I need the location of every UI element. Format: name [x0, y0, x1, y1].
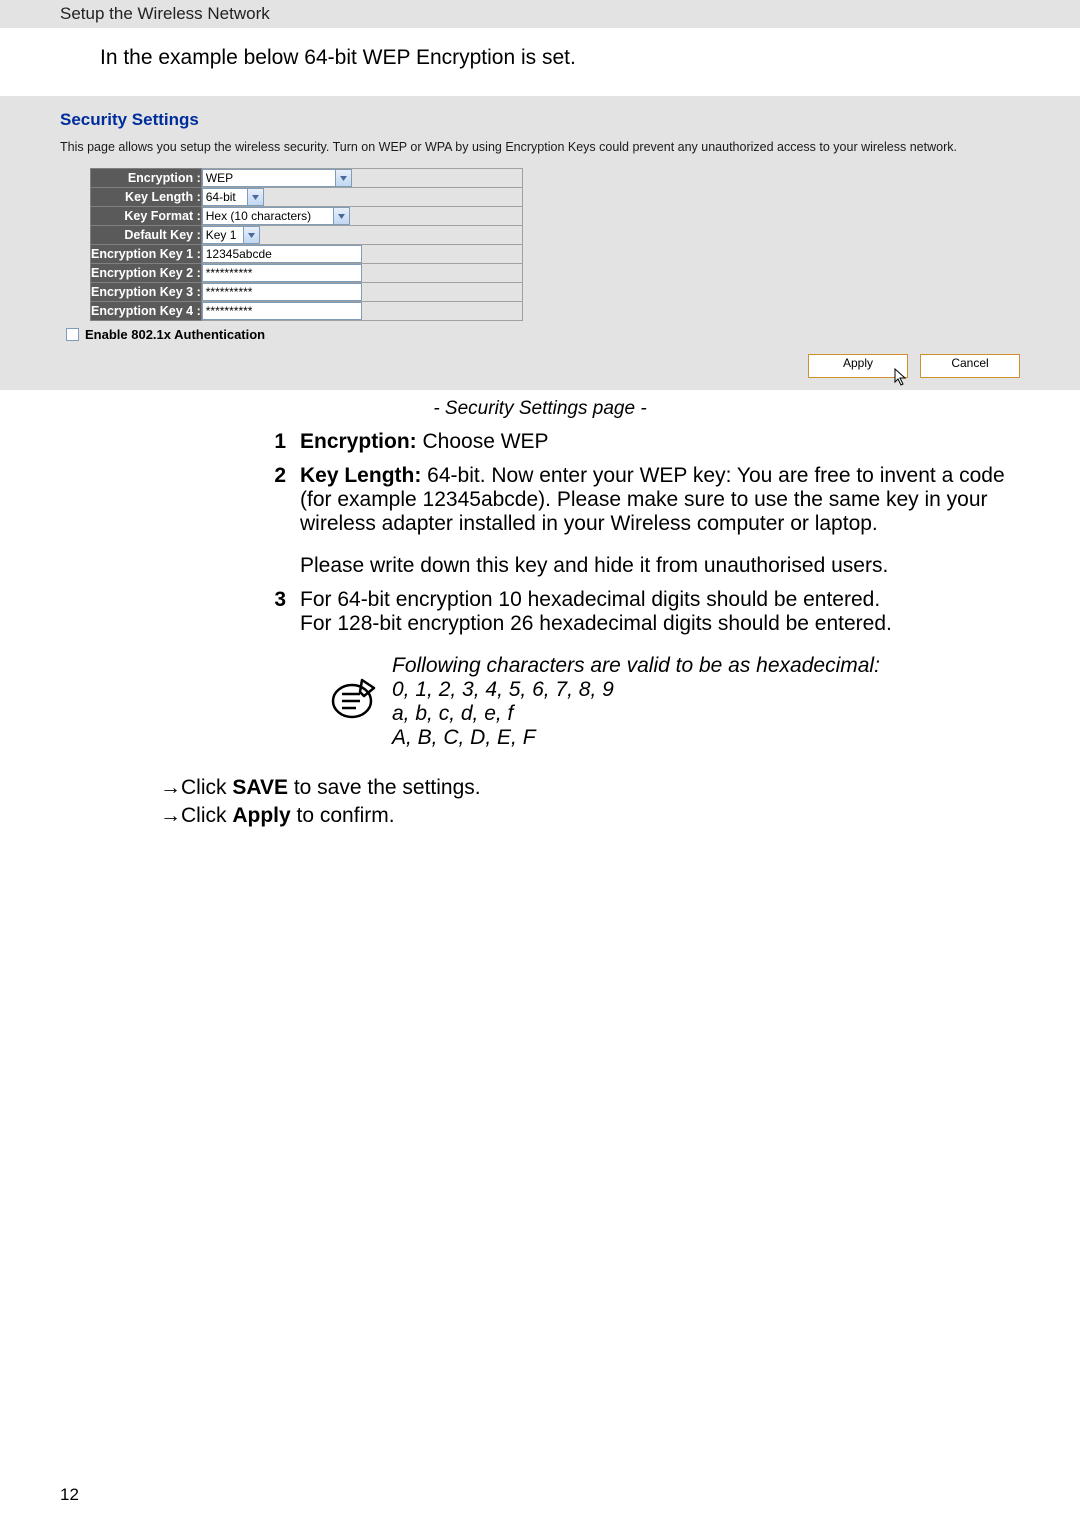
instruction-steps: 1Encryption: Choose WEP 2Key Length: 64-b…	[60, 430, 1020, 636]
settings-form: Encryption :WEPKey Length :64-bitKey For…	[90, 168, 523, 321]
action-line-0: →Click SAVE to save the settings.	[160, 776, 1020, 800]
apply-button-label: Apply	[843, 356, 873, 370]
button-row: Apply Cancel	[60, 346, 1020, 382]
form-label-6: Encryption Key 3 :	[91, 283, 202, 302]
select-0[interactable]: WEP	[202, 169, 352, 187]
enable-8021x-checkbox[interactable]	[66, 328, 79, 341]
input-5[interactable]: **********	[202, 264, 362, 282]
form-label-5: Encryption Key 2 :	[91, 264, 202, 283]
step-1: 1Encryption: Choose WEP	[270, 430, 1020, 454]
input-4[interactable]: 12345abcde	[202, 245, 362, 263]
note-icon	[330, 654, 376, 726]
select-1[interactable]: 64-bit	[202, 188, 264, 206]
hex-note: Following characters are valid to be as …	[330, 654, 1020, 750]
input-7[interactable]: **********	[202, 302, 362, 320]
security-settings-title: Security Settings	[60, 106, 1020, 140]
form-label-7: Encryption Key 4 :	[91, 302, 202, 321]
form-label-3: Default Key :	[91, 226, 202, 245]
security-settings-description: This page allows you setup the wireless …	[60, 140, 1020, 168]
form-value-0: WEP	[201, 169, 522, 188]
note-text: Following characters are valid to be as …	[392, 654, 880, 750]
enable-8021x-label: Enable 802.1x Authentication	[85, 327, 265, 342]
form-label-4: Encryption Key 1 :	[91, 245, 202, 264]
form-value-7: **********	[201, 302, 522, 321]
form-value-5: **********	[201, 264, 522, 283]
breadcrumb: Setup the Wireless Network	[0, 0, 1080, 28]
form-label-0: Encryption :	[91, 169, 202, 188]
form-value-6: **********	[201, 283, 522, 302]
select-3[interactable]: Key 1	[202, 226, 260, 244]
form-value-1: 64-bit	[201, 188, 522, 207]
form-label-2: Key Format :	[91, 207, 202, 226]
page-number: 12	[60, 1485, 79, 1505]
security-settings-screenshot: Security Settings This page allows you s…	[0, 96, 1080, 390]
cursor-icon	[894, 368, 910, 388]
cancel-button[interactable]: Cancel	[920, 354, 1020, 378]
intro-text: In the example below 64-bit WEP Encrypti…	[60, 28, 1020, 82]
form-value-4: 12345abcde	[201, 245, 522, 264]
step-3: 3For 64-bit encryption 10 hexadecimal di…	[270, 588, 1020, 636]
form-value-2: Hex (10 characters)	[201, 207, 522, 226]
step-2: 2Key Length: 64-bit. Now enter your WEP …	[270, 464, 1020, 578]
apply-button[interactable]: Apply	[808, 354, 908, 378]
enable-8021x-row: Enable 802.1x Authentication	[60, 321, 1020, 346]
select-2[interactable]: Hex (10 characters)	[202, 207, 350, 225]
form-label-1: Key Length :	[91, 188, 202, 207]
screenshot-caption: - Security Settings page -	[60, 398, 1020, 420]
action-line-1: →Click Apply to confirm.	[160, 804, 1020, 828]
action-lines: →Click SAVE to save the settings. →Click …	[60, 776, 1020, 828]
form-value-3: Key 1	[201, 226, 522, 245]
input-6[interactable]: **********	[202, 283, 362, 301]
